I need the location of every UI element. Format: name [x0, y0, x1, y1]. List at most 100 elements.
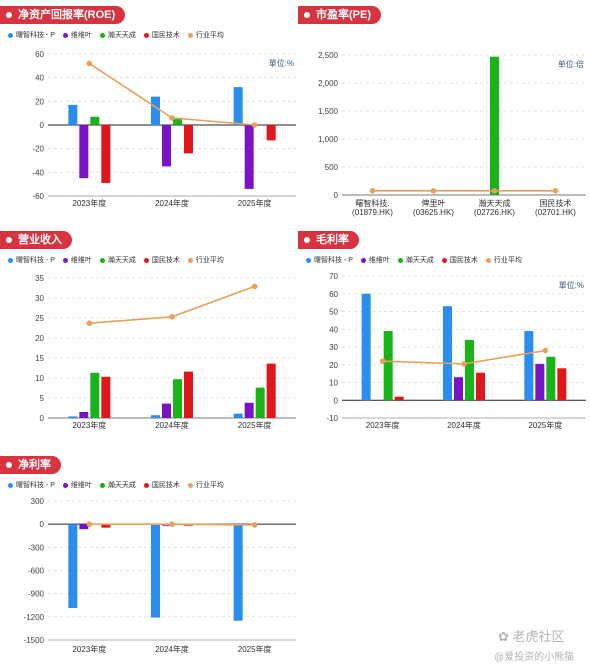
y-tick-label: 300: [31, 497, 45, 506]
average-point: [251, 122, 258, 128]
average-point: [552, 188, 559, 194]
y-tick-label: 0: [40, 121, 45, 130]
bar: [79, 412, 89, 418]
legend-swatch: [187, 257, 193, 263]
y-tick-label: 50: [329, 308, 338, 317]
y-tick-label: -300: [28, 543, 45, 552]
bar: [79, 524, 89, 530]
legend-swatch: [441, 257, 447, 263]
legend-item: 瀚天天成: [99, 480, 136, 490]
roe-chart-svg: -60 -40 -20 0 20 40 60 單位:% 2023年度 2024年度 2025年度: [32, 50, 296, 208]
bar: [101, 376, 111, 418]
x-tick-label: (03625.HK): [413, 208, 454, 217]
average-point: [542, 347, 549, 354]
x-tick-label: 国民技术: [540, 198, 572, 208]
legend-swatch: [143, 257, 149, 263]
average-point: [169, 521, 175, 527]
bar: [535, 363, 545, 401]
legend-item: 维维叶: [62, 480, 92, 490]
legend-swatch: [143, 32, 149, 38]
bar: [266, 125, 276, 141]
legend-item: 曙智科技 - P: [8, 480, 55, 490]
bar: [557, 368, 567, 401]
average-point: [369, 188, 376, 194]
bar: [244, 125, 254, 189]
pe-chart-svg: 0 500 1,000 1,500 2,000 2,500 单位:倍曙智科技.(01879.…: [318, 51, 586, 217]
bar: [394, 396, 404, 401]
legend-swatch: [360, 257, 366, 263]
bar: [546, 356, 556, 401]
legend-label: 国民技术: [151, 482, 180, 489]
bar: [233, 413, 243, 418]
y-tick-label: 20: [35, 97, 44, 106]
average-point: [251, 522, 258, 528]
x-tick-label: 2023年度: [366, 420, 400, 430]
roe-chart-title: 净资产回报率(ROE): [0, 6, 126, 24]
y-tick-label: 1,500: [318, 107, 339, 116]
y-tick-label: 40: [329, 325, 338, 334]
gross-margin-chart-panel: 毛利率 曙智科技 - P 维维叶 瀚天天成 国民技术 行业平均 -10 0 10 20 30 40…: [298, 231, 590, 435]
gross-margin-chart-legend: 曙智科技 - P 维维叶 瀚天天成 国民技术 行业平均: [306, 255, 530, 265]
legend-label: 维维叶: [70, 32, 92, 39]
x-tick-label: 俾里叶: [422, 198, 446, 208]
legend-label: 行业平均: [493, 257, 522, 264]
bar: [233, 87, 243, 125]
legend-swatch: [397, 257, 403, 263]
bar: [68, 524, 78, 608]
bar: [233, 524, 243, 621]
average-point: [491, 188, 498, 194]
y-tick-label: -60: [32, 192, 44, 201]
legend-item: 维维叶: [62, 255, 92, 265]
net-margin-chart-panel: 净利率 曙智科技 - P 维维叶 瀚天天成 国民技术 行业平均 -1500 -1200 -9…: [0, 456, 300, 667]
bar: [68, 104, 78, 125]
title-dot-icon: [6, 237, 12, 243]
y-tick-label: 500: [325, 163, 339, 172]
average-point: [169, 314, 175, 320]
title-dot-icon: [6, 12, 12, 18]
bar: [184, 125, 193, 154]
unit-label: 单位:倍: [558, 59, 584, 69]
legend-label: 维维叶: [70, 482, 92, 489]
legend-label: 行业平均: [195, 32, 224, 39]
x-tick-label: 瀚天天成: [479, 198, 511, 208]
bar: [162, 403, 171, 418]
y-tick-label: -1500: [24, 636, 45, 645]
legend-label: 国民技术: [151, 257, 180, 264]
legend-swatch: [62, 482, 68, 488]
x-tick-label: (01879.HK): [352, 208, 393, 217]
title-dot-icon: [304, 12, 310, 18]
legend-swatch: [99, 32, 105, 38]
y-tick-label: 25: [35, 314, 44, 323]
y-tick-label: 2,000: [318, 79, 339, 88]
legend-label: 国民技术: [151, 32, 180, 39]
bar: [244, 402, 254, 418]
gross-margin-chart-svg: -10 0 10 20 30 40 50 60 70 單位:% 2023年度 2024年度 2025年度: [326, 272, 586, 430]
legend-item: 瀚天天成: [99, 30, 136, 40]
bar: [90, 116, 100, 125]
bar: [490, 56, 499, 196]
x-tick-label: 曙智科技.: [355, 198, 389, 208]
average-point: [169, 115, 175, 121]
legend-swatch: [62, 257, 68, 263]
y-tick-label: 10: [329, 379, 338, 388]
y-tick-label: 20: [329, 361, 338, 370]
bar: [255, 387, 265, 418]
tiger-logo-icon: ✿: [498, 629, 513, 644]
bar: [151, 96, 160, 125]
legend-item: 曙智科技 - P: [8, 255, 55, 265]
bar: [101, 125, 111, 183]
x-tick-label: 2023年度: [72, 198, 106, 208]
legend-swatch: [143, 482, 149, 488]
bar: [151, 524, 160, 618]
roe-chart-panel: 净资产回报率(ROE) 曙智科技 - P 维维叶 瀚天天成 国民技术 行业平均 -60-…: [0, 6, 300, 220]
legend-item: 曙智科技 - P: [8, 30, 55, 40]
bar: [524, 331, 534, 401]
x-tick-label: 2025年度: [238, 420, 272, 430]
legend-item: 行业平均: [187, 30, 224, 40]
legend-item: 瀚天天成: [99, 255, 136, 265]
legend-swatch: [485, 257, 491, 263]
revenue-chart-legend: 曙智科技 - P 维维叶 瀚天天成 国民技术 行业平均: [8, 255, 232, 265]
title-dot-icon: [304, 237, 310, 243]
bar: [266, 363, 276, 418]
